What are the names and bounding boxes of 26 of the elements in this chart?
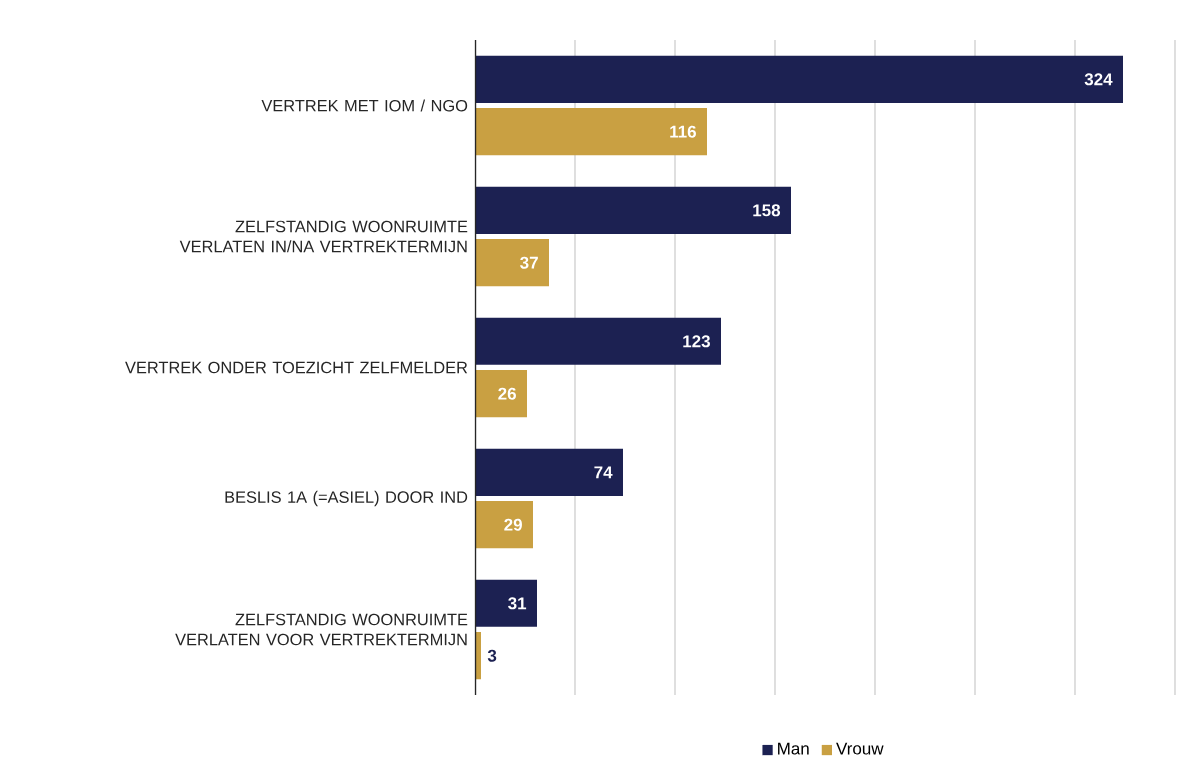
bar (475, 501, 533, 549)
y-tick-label: VERTREK ONDER TOEZICHT ZELFMELDER (125, 361, 468, 374)
data-label: 324 (1084, 73, 1113, 86)
data-label: 123 (683, 335, 710, 348)
y-tick-label: VERTREK MET IOM / NGO (261, 99, 468, 112)
bar (475, 317, 721, 365)
legend-label: Man (778, 742, 809, 755)
bar (475, 55, 1123, 103)
bar (475, 186, 791, 234)
data-label: 116 (670, 125, 696, 138)
data-label: 3 (487, 649, 497, 662)
data-label: 26 (498, 387, 516, 400)
bar (475, 239, 549, 287)
data-label: 31 (508, 597, 527, 610)
y-tick-label: ZELFSTANDIG WOONRUIMTE VERLATEN IN/NA VERTREKTERMIJN (179, 220, 468, 253)
data-label: 74 (594, 466, 613, 479)
y-tick-label: ZELFSTANDIG WOONRUIMTE VERLATEN VOOR VERTREKTERMIJN (175, 613, 468, 646)
bar (475, 579, 537, 627)
bar (475, 370, 527, 418)
legend-label: Vrouw (836, 742, 884, 755)
data-label: 37 (520, 256, 538, 269)
bar (475, 448, 623, 496)
y-tick-label: BESLIS 1A (=ASIEL) DOOR IND (225, 490, 468, 507)
data-label: 158 (753, 204, 781, 217)
bar (475, 108, 707, 156)
data-label: 29 (504, 518, 522, 531)
